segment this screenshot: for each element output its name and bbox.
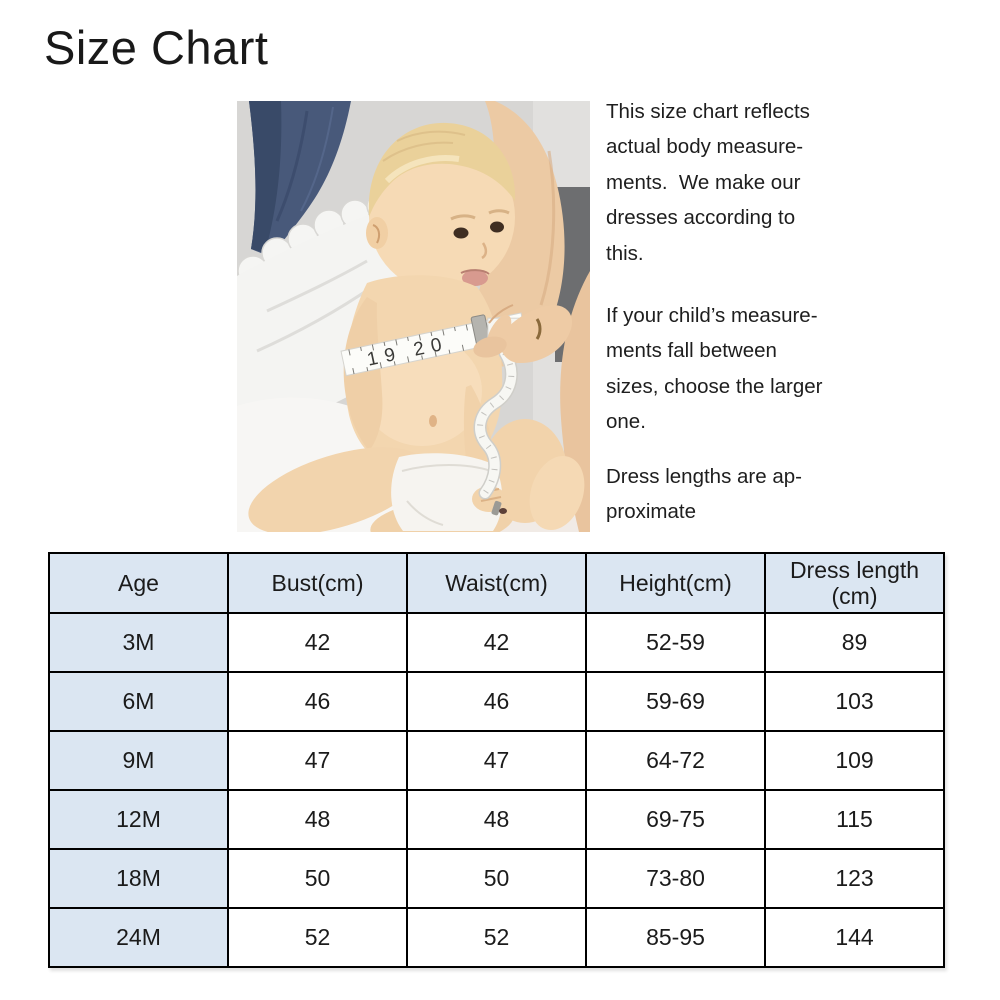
note-dress-lengths: Dress lengths are ap- proximate [606, 464, 802, 524]
cell-waist: 47 [406, 730, 587, 791]
cell-bust: 46 [227, 671, 408, 732]
cell-height: 52-59 [585, 612, 766, 673]
cell-age: 24M [48, 907, 229, 968]
adult-hand [473, 304, 573, 363]
col-header-bust: Bust(cm) [227, 552, 408, 614]
adult-jeans-leg [249, 101, 351, 257]
note-between-sizes: If your child’s measure- ments fall betw… [606, 304, 823, 434]
baby-eye [453, 227, 469, 239]
cell-age: 12M [48, 789, 229, 850]
baby-measurement-illustration: 19 20 [237, 101, 590, 532]
page-title: Size Chart [44, 21, 269, 74]
baby-measurement-photo: 19 20 [237, 101, 590, 532]
cell-waist: 46 [406, 671, 587, 732]
baby-hair [368, 122, 516, 217]
cell-dress-length: 103 [764, 671, 945, 732]
cell-dress-length: 115 [764, 789, 945, 850]
cell-waist: 42 [406, 612, 587, 673]
cell-waist: 52 [406, 907, 587, 968]
cell-height: 64-72 [585, 730, 766, 791]
cell-bust: 48 [227, 789, 408, 850]
size-chart-notes: This size chart reflects actual body mea… [606, 94, 841, 529]
col-header-waist: Waist(cm) [406, 552, 587, 614]
baby-eye [490, 221, 504, 233]
cell-waist: 50 [406, 848, 587, 909]
cell-age: 6M [48, 671, 229, 732]
size-table: Age Bust(cm) Waist(cm) Height(cm) Dress … [48, 552, 945, 968]
col-header-height: Height(cm) [585, 552, 766, 614]
col-header-dress-length: Dress length (cm) [764, 552, 945, 614]
cell-age: 18M [48, 848, 229, 909]
cell-bust: 42 [227, 612, 408, 673]
cell-dress-length: 144 [764, 907, 945, 968]
baby-mouth [462, 270, 488, 286]
cell-height: 85-95 [585, 907, 766, 968]
table-row: 24M 52 52 85-95 144 [48, 907, 945, 968]
table-row: 9M 47 47 64-72 109 [48, 730, 945, 791]
cell-height: 69-75 [585, 789, 766, 850]
cell-height: 73-80 [585, 848, 766, 909]
table-row: 12M 48 48 69-75 115 [48, 789, 945, 850]
table-row: 18M 50 50 73-80 123 [48, 848, 945, 909]
note-measurements: This size chart reflects actual body mea… [606, 100, 810, 265]
cell-dress-length: 89 [764, 612, 945, 673]
baby-foot [529, 455, 585, 531]
table-row: 6M 46 46 59-69 103 [48, 671, 945, 732]
dangling-tape [473, 346, 518, 500]
cell-dress-length: 123 [764, 848, 945, 909]
col-header-age: Age [48, 552, 229, 614]
cell-bust: 47 [227, 730, 408, 791]
table-row: 3M 42 42 52-59 89 [48, 612, 945, 673]
baby-figure [248, 122, 585, 532]
ring [535, 318, 542, 340]
cell-bust: 50 [227, 848, 408, 909]
cell-age: 9M [48, 730, 229, 791]
baby-ear [366, 217, 388, 249]
cell-dress-length: 109 [764, 730, 945, 791]
cell-age: 3M [48, 612, 229, 673]
cell-waist: 48 [406, 789, 587, 850]
cell-bust: 52 [227, 907, 408, 968]
size-table-header: Age Bust(cm) Waist(cm) Height(cm) Dress … [48, 552, 945, 614]
cell-height: 59-69 [585, 671, 766, 732]
